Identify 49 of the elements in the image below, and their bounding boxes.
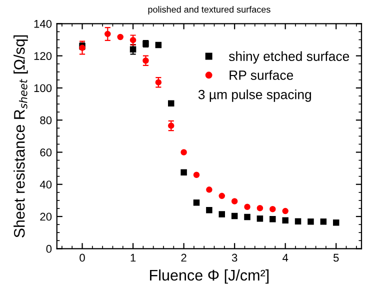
point [155, 42, 162, 48]
y-axis-title: Sheet resistance R$_{sheet}$ [Ω/sq] [14, 35, 28, 238]
y-tick-label: 60 [40, 148, 52, 156]
x-axis-title: Fluence Φ [J/cm²] [150, 269, 269, 284]
point [332, 219, 340, 226]
point [168, 122, 174, 129]
legend-label: shiny etched surface [228, 51, 350, 64]
y-tick-label: 0 [46, 244, 52, 253]
y-tick-label: 20 [40, 212, 52, 221]
point [155, 79, 162, 86]
point [294, 218, 302, 224]
x-tick-label: 5 [333, 254, 339, 262]
point [231, 198, 238, 204]
point [180, 169, 187, 176]
point [142, 58, 149, 64]
annotation: 3 µm pulse spacing [198, 90, 312, 102]
point [218, 192, 226, 200]
x-tick-label: 2 [181, 254, 186, 262]
x-tick-label: 1 [130, 254, 136, 262]
point [244, 214, 250, 220]
legend-label: RP surface [230, 70, 294, 80]
point [308, 218, 314, 225]
point [270, 216, 276, 222]
point [117, 34, 124, 40]
y-tick-label: 80 [40, 116, 52, 124]
y-tick-label: 120 [34, 52, 52, 60]
point [270, 206, 276, 212]
point [193, 172, 200, 178]
point [206, 206, 212, 214]
point [256, 205, 264, 212]
point [104, 30, 111, 38]
x-tick-label: 4 [282, 254, 288, 262]
y-tick-label: 40 [40, 180, 52, 188]
point [282, 208, 288, 214]
point [282, 217, 288, 224]
point [231, 212, 238, 220]
point [244, 204, 250, 210]
y-tick-label: 140 [34, 20, 52, 28]
x-tick-label: 3 [232, 254, 238, 262]
point [180, 149, 187, 156]
x-tick-label: 0 [80, 254, 85, 262]
point [256, 215, 264, 222]
point [168, 100, 174, 107]
y-tick-label: 100 [34, 84, 52, 92]
chart-title: polished and textured surfaces [148, 6, 270, 14]
point [206, 186, 212, 193]
point [193, 200, 200, 206]
point [218, 211, 226, 218]
point [320, 218, 327, 225]
